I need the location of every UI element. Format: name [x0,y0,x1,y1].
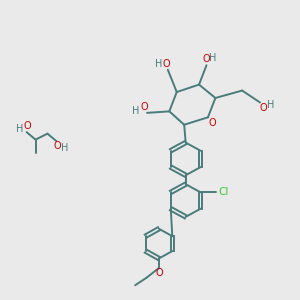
Text: Cl: Cl [218,188,229,197]
Text: O: O [203,54,210,64]
Text: O: O [163,59,170,69]
Text: O: O [259,103,267,113]
Text: H: H [209,53,217,63]
Text: O: O [140,102,148,112]
Text: H: H [16,124,23,134]
Text: O: O [53,141,61,152]
Text: H: H [61,142,68,153]
Text: O: O [23,121,31,131]
Text: O: O [208,118,216,128]
Text: O: O [155,268,163,278]
Text: H: H [132,106,140,116]
Text: H: H [267,100,274,110]
Text: H: H [154,59,162,69]
